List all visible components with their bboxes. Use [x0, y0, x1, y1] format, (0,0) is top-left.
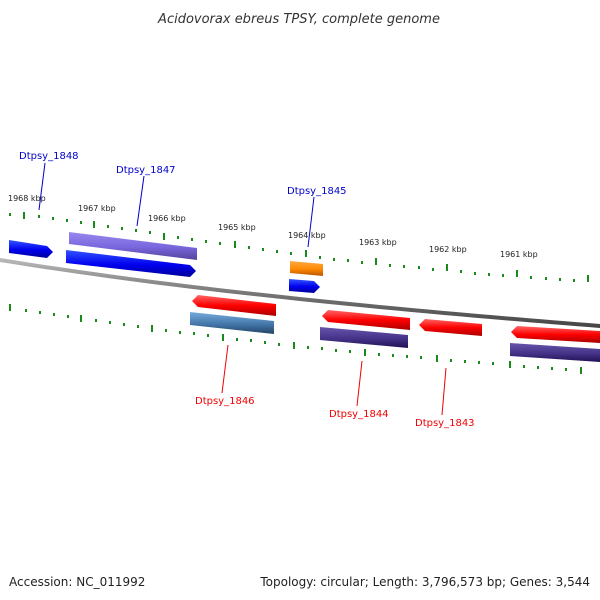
accession-text: Accession: NC_011992	[9, 575, 145, 589]
map-title: Acidovorax ebreus TPSY, complete genome	[157, 12, 440, 27]
gene-label-dtpsy-1845[interactable]: Dtpsy_1845	[287, 186, 347, 197]
gene-dtpsy-1848[interactable]	[9, 240, 53, 258]
scale-label: 1968 kbp	[8, 194, 46, 203]
gene-dtpsy-1847[interactable]	[66, 250, 196, 277]
gene-label-dtpsy-1844[interactable]: Dtpsy_1844	[329, 409, 389, 420]
forward-strand-genes	[9, 232, 323, 293]
cog-dtpsy-1846	[190, 312, 274, 334]
gene-dtpsy-1845[interactable]	[289, 279, 320, 293]
gene-label-dtpsy-1847[interactable]: Dtpsy_1847	[116, 165, 176, 176]
gene-label-dtpsy-1846[interactable]: Dtpsy_1846	[195, 396, 255, 407]
genome-backbone	[0, 258, 600, 328]
gene-dtpsy-1843[interactable]	[419, 319, 482, 336]
forward-scale-ticks	[9, 212, 589, 282]
gene-dtpsy-1844[interactable]	[322, 310, 410, 330]
scale-tick-labels: 1968 kbp 1967 kbp 1966 kbp 1965 kbp 1964…	[8, 194, 538, 259]
reverse-strand-genes	[190, 295, 600, 362]
genome-summary-text: Topology: circular; Length: 3,796,573 bp…	[259, 575, 590, 589]
gene-dtpsy-1846[interactable]	[192, 295, 276, 316]
gene-label-dtpsy-1848[interactable]: Dtpsy_1848	[19, 151, 79, 162]
cog-dtpsy-1844	[320, 327, 408, 348]
scale-label: 1965 kbp	[218, 223, 256, 232]
gene-labels: Dtpsy_1848 Dtpsy_1847 Dtpsy_1845 Dtpsy_1…	[19, 151, 475, 429]
leader-dtpsy-1846	[221, 344, 229, 394]
cog-dtpsy-1847	[69, 232, 197, 260]
leader-dtpsy-1847	[136, 175, 145, 227]
scale-label: 1961 kbp	[500, 250, 538, 259]
cog-dtpsy-1845	[290, 261, 323, 276]
scale-label: 1964 kbp	[288, 231, 326, 240]
leader-dtpsy-1848	[38, 162, 46, 211]
reverse-scale-ticks	[9, 304, 582, 374]
gene-reverse-partial[interactable]	[511, 326, 600, 343]
scale-label: 1963 kbp	[359, 238, 397, 247]
scale-label: 1966 kbp	[148, 214, 186, 223]
gene-label-dtpsy-1843[interactable]: Dtpsy_1843	[415, 418, 475, 429]
label-leaders	[38, 162, 447, 416]
leader-dtpsy-1845	[307, 196, 315, 248]
scale-label: 1962 kbp	[429, 245, 467, 254]
leader-dtpsy-1844	[356, 360, 363, 407]
leader-dtpsy-1843	[441, 367, 447, 416]
scale-label: 1967 kbp	[78, 204, 116, 213]
cog-reverse-partial	[510, 343, 600, 362]
